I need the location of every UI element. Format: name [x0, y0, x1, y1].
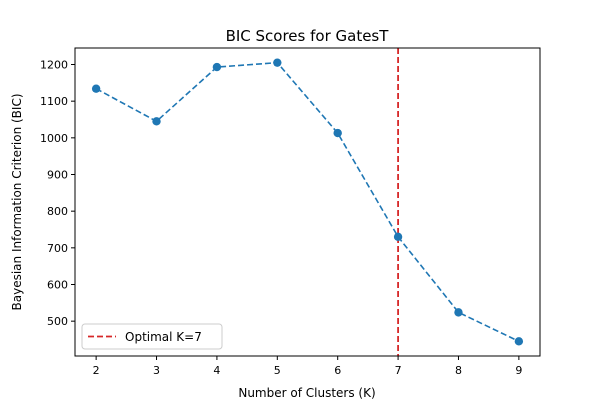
legend: Optimal K=7: [81, 323, 223, 350]
x-tick-label-2: 4: [213, 364, 220, 377]
y-tick-label-5: 1000: [40, 132, 68, 145]
y-tick-label-2: 700: [47, 242, 68, 255]
chart-title-text: BIC Scores for GatesT: [226, 27, 390, 45]
y-tick-label-3: 800: [47, 205, 68, 218]
y-axis-label: Bayesian Information Criterion (BIC): [10, 94, 24, 311]
x-tick-label-4: 6: [334, 364, 341, 377]
data-point-0-7: [514, 337, 524, 346]
x-tick-label-5: 7: [395, 364, 402, 377]
legend-label-optimal: Optimal K=7: [125, 330, 202, 344]
y-tick-label-6: 1100: [40, 95, 68, 108]
x-tick-label-6: 8: [455, 364, 462, 377]
legend-box: [81, 323, 223, 350]
y-tick-label-0: 500: [47, 315, 68, 328]
y-tick-label-7: 1200: [40, 59, 68, 72]
chart-title: BIC Scores for GatesT: [226, 27, 390, 45]
data-point-0-6: [454, 308, 463, 317]
x-tick-label-1: 3: [153, 364, 160, 377]
series-line-0: [95, 61, 520, 343]
x-axis-label: Number of Clusters (K): [238, 386, 375, 400]
data-point-0-5: [393, 232, 403, 242]
y-tick-label-1: 600: [47, 279, 68, 292]
plot-layer: [91, 48, 524, 356]
data-point-0-1: [152, 117, 161, 126]
x-tick-label-0: 2: [93, 364, 100, 377]
data-point-0-4: [333, 128, 342, 138]
ticks-layer: 2 3 4 5 6 7 8 9 500 600 700 800 900 1000 1100 1200: [40, 59, 522, 378]
x-tick-label-7: 9: [515, 364, 522, 377]
data-point-0-2: [212, 62, 222, 72]
x-tick-label-3: 5: [274, 364, 281, 377]
y-tick-label-4: 900: [47, 169, 68, 182]
data-point-0-0: [91, 84, 101, 93]
plot-area: [75, 48, 540, 356]
plot-frame: [74, 47, 541, 357]
data-point-0-3: [273, 58, 282, 67]
